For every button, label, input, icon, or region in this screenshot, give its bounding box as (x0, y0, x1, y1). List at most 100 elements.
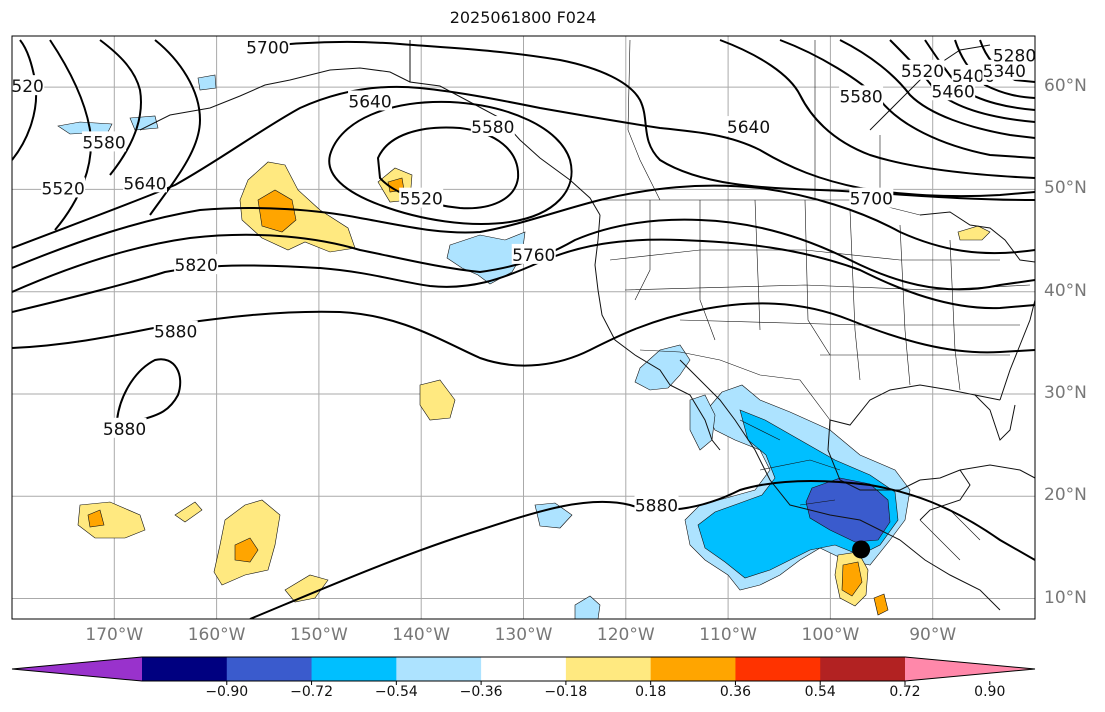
lon-label-2: 150°W (290, 625, 348, 645)
contour-5580-nw (99, 39, 142, 176)
contour-label-4: 5820 (175, 256, 218, 276)
coastlines (139, 40, 1035, 611)
contour-label-2: 5520 (400, 190, 443, 210)
colorbar-tick-label-5: 0.18 (635, 684, 667, 700)
coast-florida (974, 394, 1016, 441)
contour-label-8: 5700 (850, 190, 893, 210)
anomaly-region-pacific-north (446, 231, 526, 285)
contour-label-18: 5520 (42, 179, 85, 199)
contour-label-bg-8 (849, 187, 894, 208)
anomaly-region-great-lakes (957, 225, 991, 241)
anomaly-region-pacific-south (574, 595, 601, 619)
colorbar-segment-2 (311, 657, 397, 681)
contour-label-3: 5760 (512, 246, 555, 266)
lat-label-3: 30°N (1044, 382, 1087, 403)
contour-label-bg-3 (511, 243, 556, 264)
contour-label-bg-9 (726, 116, 771, 137)
contour-label-bg-14 (982, 59, 1027, 80)
colorbar-tick-label-1: −0.72 (290, 684, 333, 700)
contour-label-bg-17 (82, 131, 127, 152)
lon-label-4: 130°W (494, 625, 553, 645)
lat-label-1: 50°N (1044, 178, 1087, 199)
contour-label-15: 5280 (993, 46, 1036, 66)
contour-5640-north (12, 85, 1035, 249)
map-border (11, 35, 1036, 620)
contour-label-20: 5580 (471, 118, 514, 138)
lon-label-0: 170°W (85, 625, 144, 645)
contour-label-bg-10 (839, 85, 884, 106)
contour-5640-nw (149, 39, 202, 216)
contour-label-1: 5640 (348, 92, 391, 112)
anomaly-region-central-america-small (873, 593, 889, 616)
lon-label-7: 100°W (801, 625, 860, 645)
contour-label-bg-0 (245, 36, 290, 57)
anomaly-region-pacific-east (534, 502, 573, 529)
colorbar-segment-3 (396, 657, 482, 681)
coast-gulf (829, 384, 1001, 426)
contour-label-bg-6 (102, 417, 147, 438)
lon-label-3: 140°W (392, 625, 451, 645)
anomaly-region-aleutian (57, 121, 113, 135)
anomaly-region-gulf-alaska-core (257, 189, 297, 233)
colorbar-outline (11, 656, 1036, 682)
contour-label-bg-18 (41, 177, 86, 198)
anomaly-negative-regions (57, 74, 911, 619)
contour-label-14: 5340 (983, 62, 1026, 82)
contour-5880-closed (116, 358, 182, 421)
anomaly-region-hawaii-core (234, 537, 259, 563)
contour-label-17: 5580 (82, 133, 125, 153)
border-states-1 (634, 199, 961, 391)
border-states-2 (609, 249, 1031, 356)
anomaly-region-hawaii-west (77, 501, 146, 539)
coast-mexico-gulf (827, 419, 921, 491)
colorbar-tick-label-6: 0.36 (719, 684, 752, 700)
anomaly-region-central-america-core (841, 561, 863, 597)
contour-label-7: 5880 (635, 496, 678, 516)
anomaly-region-hawaii-west-core (87, 509, 105, 528)
colorbar-extend-low (12, 657, 142, 681)
anomaly-region-gulf-alaska (239, 161, 356, 253)
coast-alaska-peninsula (139, 67, 411, 131)
colorbar-segment-6 (650, 657, 736, 681)
contour-label-0: 5700 (246, 38, 289, 58)
contour-5700-north (249, 40, 1035, 201)
border-mexico-states (739, 419, 841, 506)
lon-label-6: 110°W (699, 625, 757, 645)
anomaly-region-mexico-dark (805, 477, 891, 543)
colorbar-tick-label-3: −0.36 (459, 684, 503, 700)
contour-label-19: 5640 (123, 174, 166, 194)
lon-label-1: 160°W (187, 625, 246, 645)
contour-label-bg-2 (399, 187, 444, 208)
colorbar-tick-label-2: −0.54 (374, 684, 418, 700)
contour-label-5: 5880 (154, 323, 197, 343)
colorbar-segment-0 (142, 657, 228, 681)
contour-label-bg-11 (900, 59, 945, 80)
contour-label-9: 5640 (727, 118, 770, 138)
contour-label-bg-19 (122, 172, 167, 193)
contour-label-bg-15 (992, 44, 1035, 65)
contour-label-bg-16 (12, 75, 45, 96)
colorbar-segment-5 (565, 657, 652, 681)
coast-cuba (959, 464, 1035, 479)
lat-label-2: 40°N (1044, 280, 1087, 301)
contour-label-bg-20 (470, 116, 515, 137)
colorbar-tick-label-7: 0.54 (804, 684, 836, 700)
contour-label-12: 5460 (932, 82, 975, 102)
contour-labels: 5700 5640 5520 5760 5820 5880 5880 5880 5700 5640… (12, 36, 1036, 516)
colorbar-tick-label-9: 0.90 (974, 684, 1006, 700)
contour-5580-low (328, 100, 573, 225)
storm-marker (852, 540, 871, 559)
contour-5340-ne (954, 39, 1035, 99)
coast-central-america (899, 539, 1001, 611)
lat-label-5: 10°N (1044, 587, 1087, 608)
border-central-america (919, 509, 981, 561)
colorbar-tick-label-4: −0.18 (544, 684, 588, 700)
contour-5640-ne (719, 39, 1035, 179)
coast-baja (669, 384, 721, 451)
contour-label-bg-7 (634, 494, 679, 515)
anomaly-region-baja (634, 344, 691, 391)
contour-label-bg-5 (153, 320, 198, 341)
contour-label-bg-1 (348, 90, 393, 111)
colorbar-segment-1 (226, 657, 313, 681)
